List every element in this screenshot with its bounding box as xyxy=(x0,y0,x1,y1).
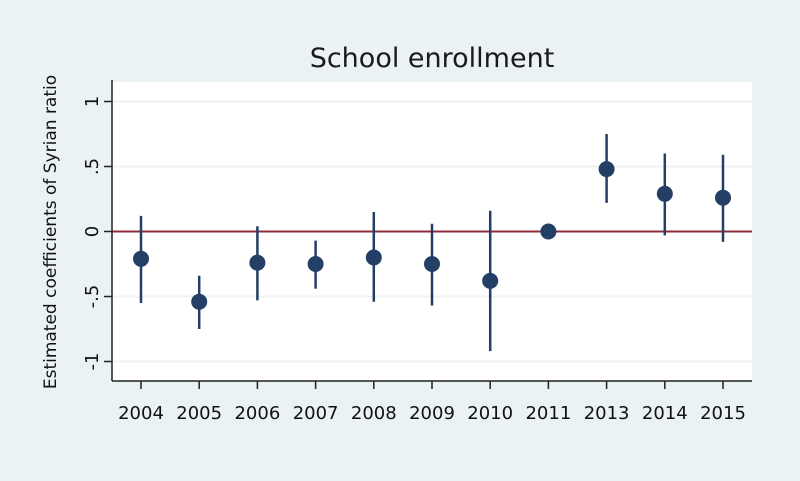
y-axis-label: Estimated coefficients of Syrian ratio xyxy=(41,75,61,389)
point-estimate-2005 xyxy=(191,293,208,310)
point-estimate-2010 xyxy=(482,272,499,289)
y-tick-label: -1 xyxy=(82,353,103,371)
x-tick-label: 2005 xyxy=(176,403,222,424)
point-estimate-2011 xyxy=(540,223,557,240)
x-tick-label: 2008 xyxy=(351,403,397,424)
point-estimate-2013 xyxy=(598,161,615,178)
point-estimate-2014 xyxy=(656,185,673,202)
point-estimate-2015 xyxy=(715,189,731,206)
x-tick-label: 2014 xyxy=(642,403,688,424)
x-tick-label: 2015 xyxy=(700,403,746,424)
x-tick-label: 2007 xyxy=(293,403,339,424)
data-marks xyxy=(133,134,731,352)
x-tick-label: 2009 xyxy=(409,403,455,424)
x-tick-label: 2013 xyxy=(584,403,630,424)
y-tick-label: .5 xyxy=(82,158,103,175)
x-axis-ticks: 2004 2005 2006 2007 2008 2009 2010 2011 2013 2014… xyxy=(118,381,746,424)
point-estimate-2009 xyxy=(424,256,440,272)
point-estimate-2006 xyxy=(249,254,266,271)
point-estimate-2008 xyxy=(365,249,382,266)
chart-title: School enrollment xyxy=(310,43,555,74)
x-tick-label: 2010 xyxy=(467,403,513,424)
point-estimate-2007 xyxy=(307,256,324,272)
point-estimate-2004 xyxy=(133,250,149,267)
x-tick-label: 2011 xyxy=(525,403,571,424)
y-axis-ticks: 1 .5 0 -.5 -1 xyxy=(82,96,112,371)
y-tick-label: 0 xyxy=(82,226,103,237)
y-tick-label: -.5 xyxy=(82,285,103,309)
x-tick-label: 2004 xyxy=(118,403,164,424)
y-tick-label: 1 xyxy=(82,96,103,107)
x-tick-label: 2006 xyxy=(234,403,280,424)
